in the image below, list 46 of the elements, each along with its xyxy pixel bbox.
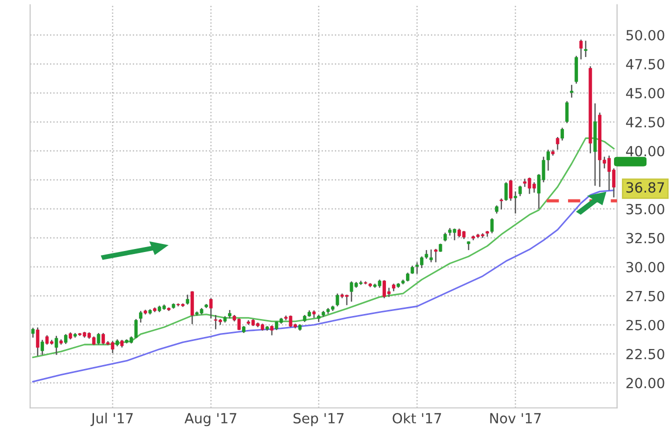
candlestick [556,136,560,150]
candlestick [40,339,44,356]
candlestick [514,190,518,214]
candlestick [500,198,504,210]
candlestick [96,332,100,346]
candlestick [336,292,340,307]
candlestick [584,40,588,58]
y-tick-label: 25.00 [626,320,664,330]
y-tick-label: 45.00 [626,88,664,98]
candlestick [565,100,569,124]
y-tick-label: 20.00 [626,378,664,388]
x-tick-label: Okt '17 [392,412,442,424]
candlestick [570,84,574,98]
candlestick [64,334,68,345]
x-tick-label: Jul '17 [90,412,133,426]
candlestick [31,327,35,338]
candlestick [270,324,274,336]
y-tick-label: 30.00 [626,262,664,272]
candlestick [518,185,522,197]
candlestick [579,39,583,60]
candlestick [429,248,433,263]
y-tick-label: 35.00 [626,204,664,214]
x-tick-label: Nov '17 [490,413,541,424]
x-tick-label: Sep '17 [294,412,344,426]
y-tick-label: 42.50 [626,116,664,128]
x-tick-label: Aug '17 [184,413,236,426]
y-tick-label: 22.50 [626,348,664,360]
candlestick [190,290,194,325]
line-series [32,190,615,382]
candlestick [139,310,142,324]
y-tick-label: 32.50 [626,232,664,244]
y-tick-label: 27.50 [626,290,664,302]
candlestick [509,179,512,202]
y-tick-label: 40.00 [626,146,664,156]
candlestick [560,127,564,142]
candlestick [209,298,213,320]
candlestick [36,326,40,356]
candlestick [186,294,190,306]
candlestick [490,218,494,234]
candlestick [434,248,438,263]
y-tick-label: 36.87 [626,182,664,193]
y-tick-label: 50.00 [626,30,664,40]
candlestick [504,182,508,202]
line-series [32,137,615,358]
candlestick [54,335,58,356]
y-tick-label: 47.50 [626,58,664,70]
